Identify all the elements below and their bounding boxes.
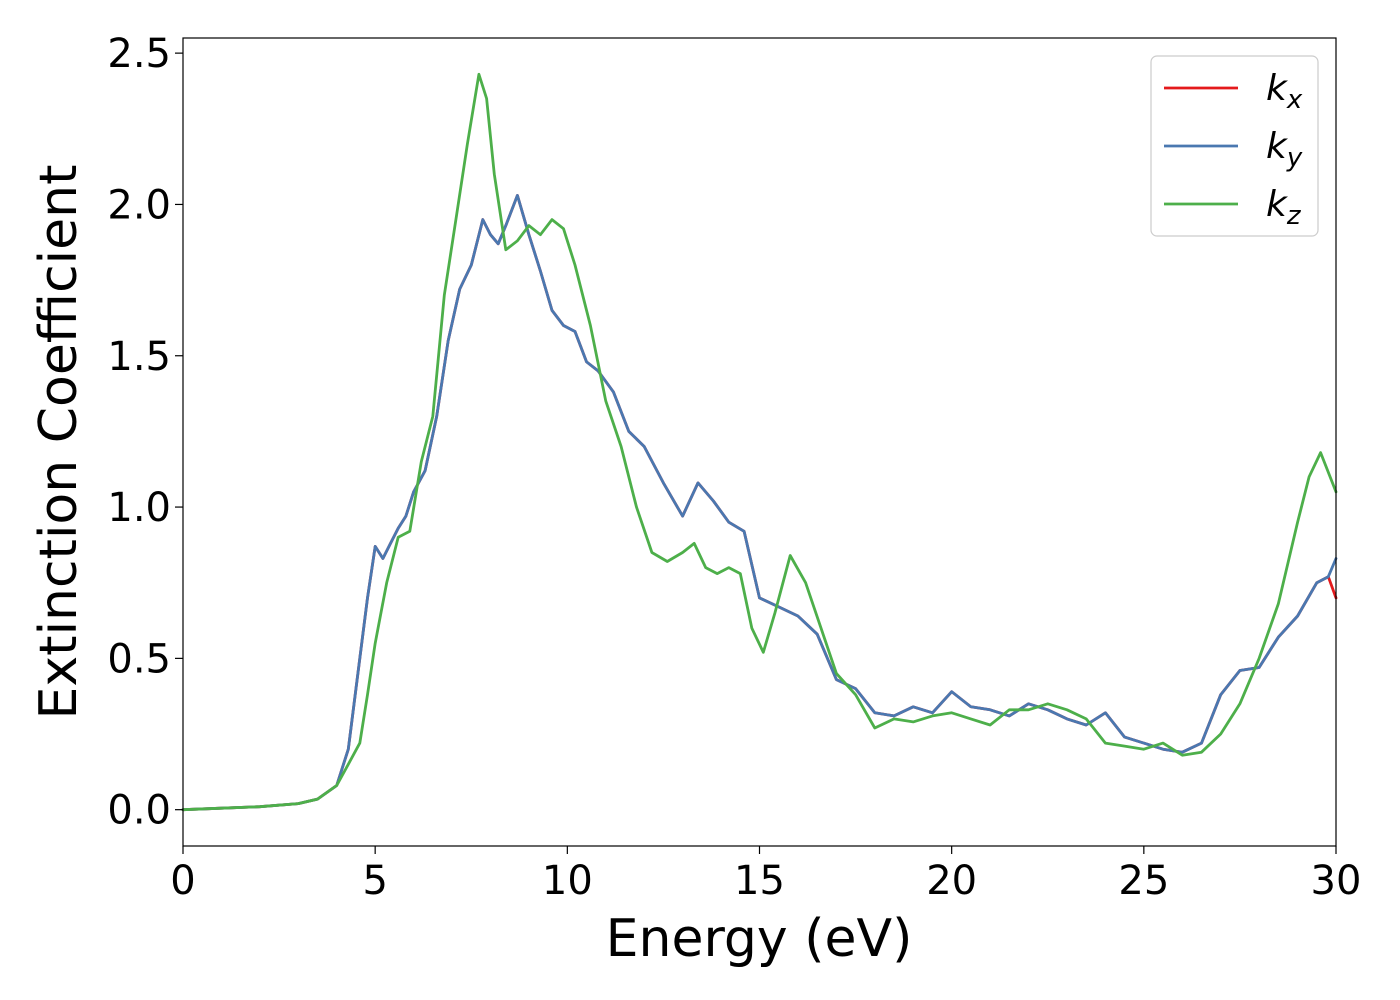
plot-background [183,38,1336,846]
x-tick-label: 5 [362,858,387,904]
y-tick-label: 2.5 [107,31,171,77]
x-tick-label: 20 [926,858,977,904]
series-layer [181,72,1338,812]
x-axis-label: Energy (eV) [606,909,913,969]
legend-label-kz: kz [1266,184,1302,231]
series-line-ky [181,194,1338,812]
series-line-kz [181,72,1338,812]
legend: kx ky kz [1150,55,1319,237]
y-tick-label: 1.5 [107,334,171,380]
y-tick-label: 0.0 [107,788,171,834]
legend-label-ky: ky [1266,126,1303,173]
y-tick-label: 1.0 [107,485,171,531]
plot-area [183,38,1336,846]
x-axis: 0 5 10 15 20 25 30 [170,846,1361,904]
x-tick-label: 15 [734,858,785,904]
x-tick-label: 25 [1118,858,1169,904]
y-axis-label: Extinction Coefficient [29,165,89,720]
x-tick-label: 30 [1311,858,1362,904]
x-tick-label: 10 [542,858,593,904]
y-tick-label: 2.0 [107,182,171,228]
y-tick-label: 0.5 [107,636,171,682]
legend-label-kx: kx [1266,68,1303,115]
y-axis: 0.0 0.5 1.0 1.5 2.0 2.5 [107,31,183,834]
x-tick-label: 0 [170,858,195,904]
